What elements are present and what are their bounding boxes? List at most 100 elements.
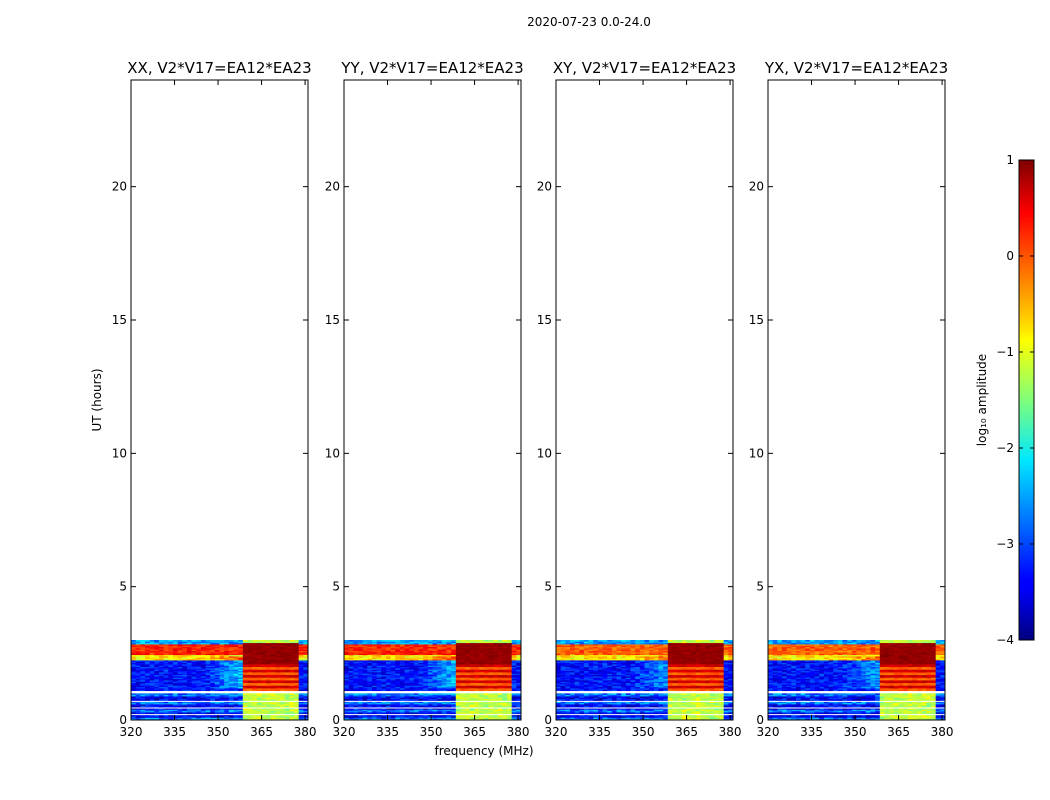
- heatmap-cell: [294, 704, 300, 706]
- heatmap-cell: [432, 649, 438, 652]
- heatmap-cell: [460, 642, 466, 645]
- heatmap-cell: [348, 678, 354, 681]
- heatmap-cell: [303, 702, 309, 705]
- heatmap-cell: [242, 701, 248, 704]
- heatmap-cell: [469, 701, 475, 704]
- heatmap-cell: [625, 704, 631, 706]
- heatmap-cell: [353, 689, 359, 692]
- heatmap-cell: [298, 669, 304, 672]
- heatmap-cell: [210, 676, 216, 678]
- heatmap-cell: [451, 682, 457, 685]
- heatmap-cell: [390, 668, 396, 670]
- heatmap-cell: [625, 702, 631, 705]
- heatmap-cell: [371, 710, 378, 713]
- heatmap-cell: [556, 714, 562, 717]
- heatmap-cell: [418, 669, 424, 672]
- heatmap-cell: [242, 689, 248, 692]
- heatmap-cell: [381, 658, 387, 661]
- heatmap-cell: [502, 665, 508, 668]
- heatmap-cell: [135, 709, 141, 712]
- heatmap-cell: [252, 709, 258, 712]
- heatmap-cell: [455, 689, 461, 692]
- heatmap-cell: [242, 698, 248, 701]
- heatmap-cell: [186, 704, 192, 706]
- heatmap-cell: [451, 693, 457, 696]
- heatmap-cell: [695, 704, 701, 706]
- heatmap-cell: [376, 710, 382, 713]
- heatmap-cell: [214, 650, 220, 653]
- heatmap-cell: [465, 704, 471, 706]
- heatmap-cell: [560, 717, 566, 720]
- heatmap-cell: [294, 645, 300, 648]
- heatmap-cell: [602, 702, 608, 705]
- heatmap-cell: [390, 665, 396, 668]
- panel-title: XX, V2*V17=EA12*EA23: [127, 59, 311, 77]
- heatmap-cell: [275, 666, 281, 669]
- heatmap-cell: [507, 709, 513, 712]
- heatmap-cell: [256, 666, 262, 669]
- heatmap-cell: [479, 674, 485, 677]
- heatmap-cell: [371, 709, 378, 712]
- heatmap-cell: [266, 705, 272, 708]
- heatmap-cell: [565, 704, 571, 706]
- heatmap-cell: [423, 686, 429, 689]
- heatmap-cell: [483, 666, 489, 669]
- heatmap-cell: [177, 698, 183, 701]
- heatmap-cell: [362, 669, 368, 672]
- heatmap-cell: [611, 704, 617, 706]
- heatmap-cell: [172, 701, 178, 704]
- heatmap-cell: [252, 686, 258, 689]
- heatmap-cell: [446, 682, 452, 685]
- heatmap-cell: [437, 660, 443, 662]
- heatmap-cell: [144, 644, 151, 646]
- heatmap-cell: [348, 685, 354, 688]
- heatmap-cell: [469, 657, 475, 660]
- plot-area: [344, 80, 521, 720]
- heatmap-cell: [252, 688, 258, 690]
- heatmap-cell: [228, 682, 234, 685]
- heatmap-cell: [502, 669, 508, 672]
- heatmap-cell: [404, 682, 410, 685]
- heatmap-cell: [390, 714, 396, 717]
- heatmap-cell: [205, 646, 211, 649]
- heatmap-cell: [502, 672, 508, 674]
- heatmap-cell: [399, 660, 405, 662]
- heatmap-cell: [275, 704, 281, 706]
- heatmap-cell: [479, 670, 485, 673]
- heatmap-cell: [427, 686, 433, 689]
- heatmap-cell: [238, 658, 244, 661]
- heatmap-cell: [565, 712, 571, 714]
- heatmap-cell: [289, 644, 295, 646]
- heatmap-cell: [362, 649, 368, 652]
- heatmap-cell: [465, 674, 471, 677]
- heatmap-cell: [418, 674, 424, 677]
- heatmap-cell: [437, 698, 443, 701]
- heatmap-cell: [224, 681, 230, 684]
- heatmap-cell: [446, 705, 452, 708]
- heatmap-cell: [186, 661, 192, 664]
- heatmap-cell: [469, 656, 475, 658]
- heatmap-cell: [455, 666, 461, 669]
- heatmap-cell: [516, 660, 522, 662]
- heatmap-cell: [131, 702, 137, 705]
- heatmap-cell: [357, 676, 364, 678]
- heatmap-cell: [261, 681, 267, 684]
- heatmap-cell: [488, 649, 494, 652]
- heatmap-cell: [423, 717, 429, 720]
- heatmap-cell: [247, 694, 253, 697]
- heatmap-cell: [437, 656, 443, 658]
- heatmap-cell: [474, 684, 480, 686]
- heatmap-cell: [172, 656, 178, 658]
- heatmap-cell: [289, 669, 295, 672]
- heatmap-cell: [163, 682, 169, 685]
- heatmap-cell: [497, 702, 503, 705]
- heatmap-cell: [348, 694, 354, 697]
- heatmap-cell: [205, 640, 211, 642]
- heatmap-cell: [303, 708, 309, 710]
- heatmap-cell: [214, 709, 220, 712]
- heatmap-cell: [423, 648, 429, 650]
- heatmap-cell: [381, 710, 387, 713]
- heatmap-cell: [497, 664, 503, 666]
- heatmap-cell: [441, 646, 447, 649]
- heatmap-cell: [242, 674, 248, 677]
